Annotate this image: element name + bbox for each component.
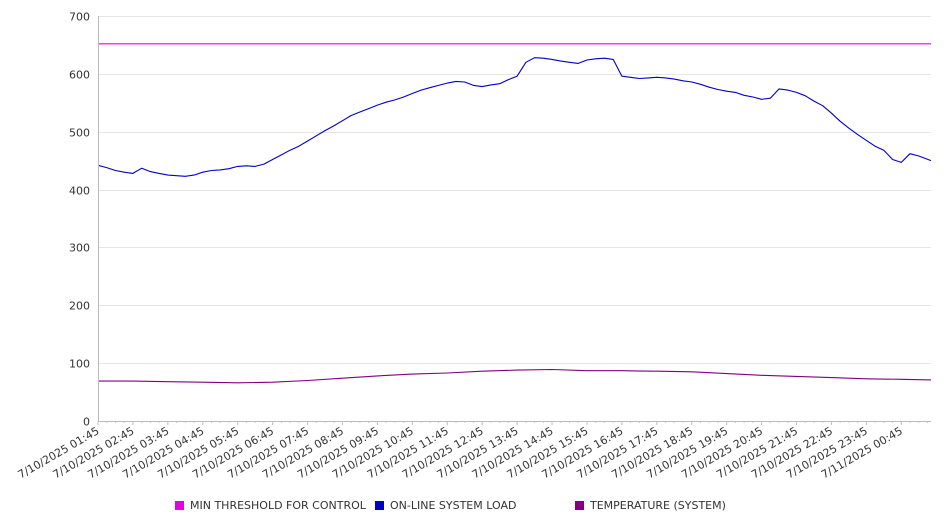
y-tick-label: 0 [83,416,90,429]
legend-swatch-system-load [375,501,384,510]
y-tick-label: 200 [69,300,90,313]
x-axis-ticks: 7/10/2025 01:457/10/2025 02:457/10/2025 … [16,421,929,481]
legend-item-temperature: TEMPERATURE (SYSTEM) [575,499,726,512]
series-lines [97,43,932,384]
y-tick-label: 700 [69,11,90,24]
legend-label-system-load: ON-LINE SYSTEM LOAD [390,499,517,512]
legend-swatch-threshold [175,501,184,510]
legend-swatch-temperature [575,501,584,510]
series-line-1 [97,57,932,177]
gridlines [98,16,931,364]
series-line-2 [98,368,932,384]
legend: MIN THRESHOLD FOR CONTROL ON-LINE SYSTEM… [0,496,946,516]
legend-label-temperature: TEMPERATURE (SYSTEM) [590,499,726,512]
y-tick-label: 600 [69,69,90,82]
y-tick-label: 500 [69,127,90,140]
legend-label-threshold: MIN THRESHOLD FOR CONTROL [190,499,366,512]
legend-item-system-load: ON-LINE SYSTEM LOAD [375,499,516,512]
y-tick-label: 100 [69,358,90,371]
y-tick-label: 400 [69,185,90,198]
legend-item-threshold: MIN THRESHOLD FOR CONTROL [175,499,366,512]
y-axis-ticks: 0 100 200 300 400 500 600 700 [69,11,90,429]
y-tick-label: 300 [69,242,90,255]
